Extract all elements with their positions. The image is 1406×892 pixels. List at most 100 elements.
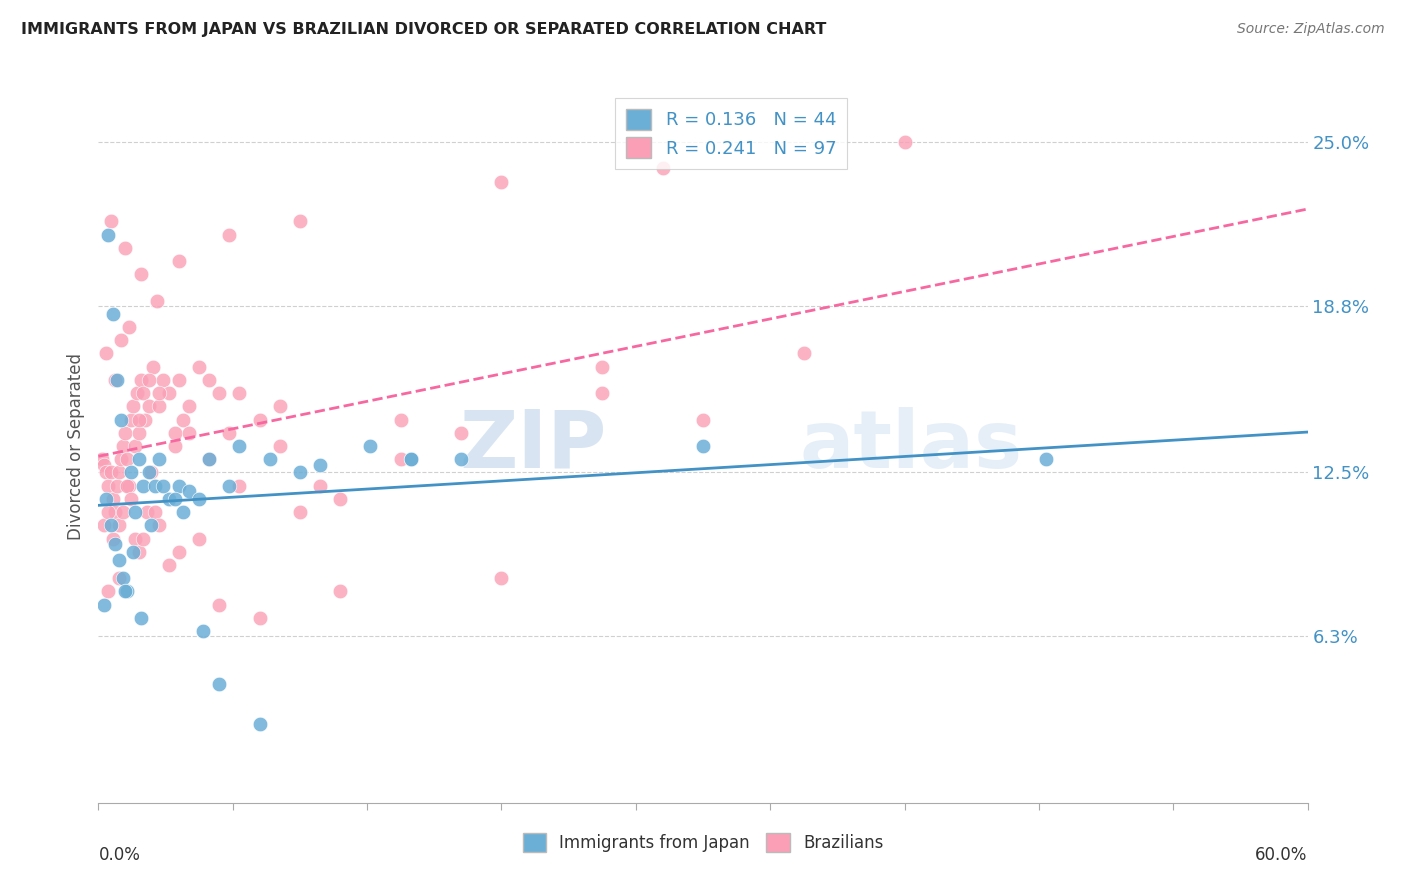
- Point: [139, 466, 162, 480]
- Point: [124, 532, 146, 546]
- Point: [142, 359, 165, 374]
- Point: [111, 505, 134, 519]
- Point: [249, 412, 271, 426]
- Point: [692, 412, 714, 426]
- Point: [103, 505, 125, 519]
- Point: [288, 505, 311, 519]
- Point: [93, 458, 115, 472]
- Point: [132, 532, 155, 546]
- Point: [893, 135, 915, 149]
- Point: [138, 400, 160, 414]
- Point: [103, 373, 125, 387]
- Point: [125, 386, 148, 401]
- Point: [218, 425, 240, 440]
- Point: [107, 466, 129, 480]
- Point: [188, 359, 211, 374]
- Point: [101, 532, 124, 546]
- Point: [148, 386, 170, 401]
- Text: 60.0%: 60.0%: [1256, 846, 1308, 863]
- Point: [360, 439, 382, 453]
- Point: [111, 439, 134, 453]
- Point: [157, 558, 180, 572]
- Text: 0.0%: 0.0%: [98, 846, 141, 863]
- Point: [115, 452, 138, 467]
- Point: [198, 452, 221, 467]
- Point: [143, 478, 166, 492]
- Point: [148, 452, 170, 467]
- Point: [128, 425, 150, 440]
- Point: [97, 478, 120, 492]
- Point: [111, 571, 134, 585]
- Point: [399, 452, 422, 467]
- Point: [179, 483, 201, 498]
- Point: [288, 214, 311, 228]
- Point: [100, 214, 122, 228]
- Point: [134, 412, 156, 426]
- Point: [188, 532, 211, 546]
- Point: [118, 320, 141, 334]
- Point: [101, 307, 124, 321]
- Point: [91, 452, 114, 467]
- Point: [288, 466, 311, 480]
- Point: [450, 452, 472, 467]
- Point: [228, 439, 250, 453]
- Point: [100, 518, 122, 533]
- Point: [120, 412, 142, 426]
- Point: [96, 466, 118, 480]
- Point: [115, 584, 138, 599]
- Point: [172, 412, 194, 426]
- Point: [208, 677, 231, 691]
- Point: [129, 611, 152, 625]
- Point: [96, 491, 118, 506]
- Point: [138, 373, 160, 387]
- Text: ZIP: ZIP: [458, 407, 606, 485]
- Point: [97, 505, 120, 519]
- Point: [218, 478, 240, 492]
- Point: [491, 175, 513, 189]
- Point: [120, 466, 142, 480]
- Point: [309, 458, 332, 472]
- Point: [107, 552, 129, 566]
- Point: [148, 400, 170, 414]
- Point: [128, 545, 150, 559]
- Point: [132, 386, 155, 401]
- Point: [591, 386, 613, 401]
- Point: [179, 400, 201, 414]
- Point: [152, 373, 174, 387]
- Point: [110, 452, 132, 467]
- Point: [118, 478, 141, 492]
- Point: [114, 241, 136, 255]
- Text: Source: ZipAtlas.com: Source: ZipAtlas.com: [1237, 22, 1385, 37]
- Point: [121, 545, 143, 559]
- Point: [198, 452, 221, 467]
- Point: [100, 466, 122, 480]
- Text: atlas: atlas: [800, 407, 1022, 485]
- Point: [179, 425, 201, 440]
- Point: [167, 545, 190, 559]
- Point: [249, 611, 271, 625]
- Point: [129, 373, 152, 387]
- Point: [157, 386, 180, 401]
- Point: [97, 227, 120, 242]
- Point: [793, 346, 815, 360]
- Point: [110, 412, 132, 426]
- Point: [692, 439, 714, 453]
- Point: [135, 505, 157, 519]
- Point: [172, 505, 194, 519]
- Point: [96, 346, 118, 360]
- Point: [105, 373, 128, 387]
- Point: [309, 478, 332, 492]
- Legend: Immigrants from Japan, Brazilians: Immigrants from Japan, Brazilians: [516, 826, 890, 859]
- Point: [107, 571, 129, 585]
- Point: [167, 478, 190, 492]
- Point: [491, 571, 513, 585]
- Point: [329, 584, 352, 599]
- Point: [132, 478, 155, 492]
- Point: [389, 412, 412, 426]
- Point: [651, 161, 673, 176]
- Point: [218, 227, 240, 242]
- Point: [269, 439, 291, 453]
- Point: [138, 466, 160, 480]
- Point: [93, 518, 115, 533]
- Point: [167, 254, 190, 268]
